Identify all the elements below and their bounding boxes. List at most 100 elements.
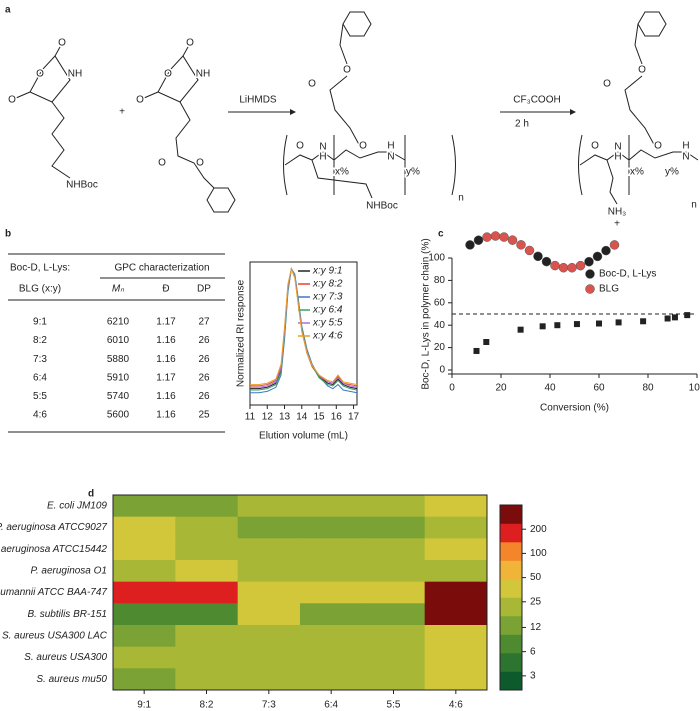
x-tick-label: 14 — [296, 412, 308, 423]
colorbar-tick-label: 50 — [530, 572, 542, 583]
x-tick-label: 100 — [689, 383, 700, 394]
bead — [482, 232, 492, 242]
legend-label: x:y 9:1 — [312, 266, 342, 277]
series-line — [250, 267, 358, 386]
data-point — [539, 323, 546, 330]
heat-cell — [237, 560, 301, 583]
heat-cell — [424, 646, 488, 669]
heat-cell — [175, 495, 239, 518]
backbone — [579, 149, 699, 166]
x-axis-label: Elution volume (mL) — [259, 431, 348, 442]
heat-cell — [300, 560, 363, 583]
heat-cell — [175, 603, 239, 626]
heat-cell — [362, 646, 426, 669]
heat-cell — [175, 581, 239, 604]
bead — [567, 262, 577, 273]
bond — [15, 91, 31, 99]
backbone — [284, 149, 406, 166]
heat-cell — [113, 516, 176, 539]
scheme-label: O — [654, 141, 662, 152]
benzene — [637, 11, 667, 37]
heat-cell — [113, 581, 176, 604]
table-group-header: GPC characterization — [114, 263, 209, 274]
plot-frame — [249, 261, 358, 406]
heat-cell — [113, 495, 176, 518]
colorbar-frame — [499, 504, 523, 691]
heat-cell — [175, 516, 239, 539]
heat-cell — [113, 668, 176, 691]
heat-cell — [237, 625, 301, 648]
table-cell: 26 — [198, 391, 210, 402]
bead — [473, 235, 484, 245]
scheme-label: O — [8, 95, 16, 106]
scheme-label: N — [614, 142, 621, 153]
heat-cell — [113, 646, 176, 669]
table-column-header: Đ — [162, 284, 169, 295]
table-column-header: Mₙ — [112, 284, 125, 295]
bead — [584, 256, 594, 267]
table-cell: 8:2 — [33, 335, 47, 346]
bead — [558, 262, 569, 273]
scheme-label: CF₃COOH — [513, 95, 560, 106]
legend-label: x:y 8:2 — [312, 279, 343, 290]
scheme-structures — [8, 11, 699, 433]
table-column-header: DP — [197, 284, 211, 295]
data-point — [664, 315, 671, 322]
x-tick-label: 11 — [245, 412, 256, 423]
chain — [175, 101, 215, 189]
scheme-label: O — [186, 38, 194, 49]
heat-cell — [113, 538, 176, 561]
bead — [507, 235, 518, 245]
scheme-label: H — [682, 141, 689, 152]
heatmap-frame — [112, 494, 488, 691]
legend-label: x:y 6:4 — [312, 305, 343, 316]
scheme-label: O — [296, 141, 304, 152]
x-tick-label: 4:6 — [449, 700, 463, 711]
scheme-label: + — [119, 107, 125, 118]
heat-cell — [424, 603, 488, 626]
bead — [533, 251, 543, 262]
heat-cell — [113, 603, 176, 626]
bracket — [283, 134, 456, 196]
table-cell: 26 — [198, 354, 210, 365]
heat-cell — [424, 668, 488, 691]
scheme-label: NH — [196, 69, 210, 80]
x-tick-label: 12 — [262, 412, 274, 423]
row-label: S. aureus USA300 LAC — [2, 630, 108, 641]
data-point — [615, 319, 622, 326]
panel-label: c — [438, 229, 444, 240]
colorbar-segment — [500, 616, 522, 635]
table-cell: 26 — [198, 372, 210, 383]
ring — [29, 55, 71, 103]
heat-cell — [424, 516, 488, 539]
legend-label: x:y 5:5 — [312, 318, 343, 329]
chain — [329, 75, 363, 151]
legend-label: x:y 4:6 — [312, 331, 343, 342]
scheme-label: H — [614, 152, 621, 163]
heat-cell — [362, 581, 426, 604]
y-tick-label: 20 — [434, 342, 446, 353]
table-cell: 27 — [198, 317, 210, 328]
data-point — [473, 347, 480, 354]
data-point — [596, 320, 602, 327]
table-cell: 5600 — [107, 410, 130, 421]
y-tick-label: 100 — [428, 253, 445, 264]
heat-cell — [175, 560, 239, 583]
x-tick-label: 20 — [495, 383, 507, 394]
heat-cell — [237, 668, 301, 691]
bead — [550, 260, 560, 271]
row-label: S. aureus USA300 — [24, 652, 107, 663]
scheme-label: NHBoc — [66, 180, 98, 191]
bracket — [578, 134, 583, 196]
panel-label: a — [5, 5, 11, 16]
table-cell: 9:1 — [33, 317, 47, 328]
colorbar-tick-label: 100 — [530, 548, 547, 559]
y-tick-label: 0 — [439, 365, 445, 376]
x-tick-label: 15 — [313, 412, 325, 423]
scheme-label: n — [458, 193, 464, 204]
colorbar-segment — [500, 505, 522, 524]
bead — [609, 240, 620, 250]
bead — [499, 232, 509, 242]
